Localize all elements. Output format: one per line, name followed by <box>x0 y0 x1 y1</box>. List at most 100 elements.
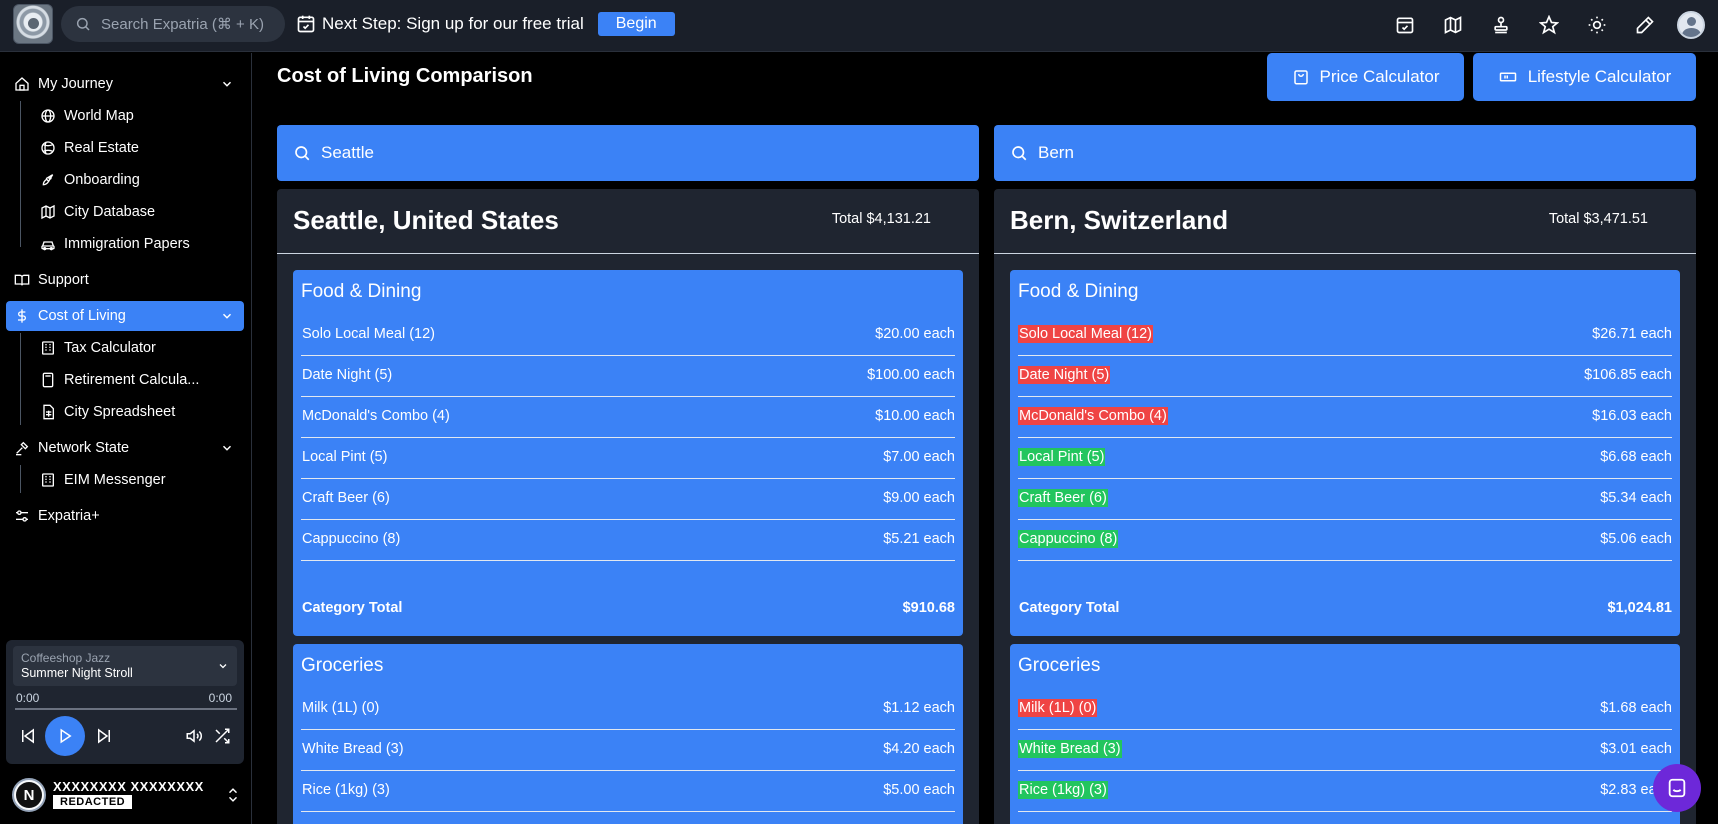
line-item-label: Milk (1L) (0) <box>302 700 380 716</box>
line-item-row: Cappuccino (8) $5.06 each <box>1018 516 1672 561</box>
sidebar-item-cost-of-living[interactable]: Cost of Living <box>6 301 244 331</box>
line-item-label: Rice (1kg) (3) <box>302 782 390 798</box>
top-toolbar <box>1369 0 1718 50</box>
book-open-icon <box>14 272 30 288</box>
line-item-label: Craft Beer (6) <box>1018 489 1108 507</box>
sidebar-item-world-map[interactable]: World Map <box>40 102 240 130</box>
user-name: XXXXXXXX XXXXXXXX <box>53 779 204 794</box>
line-item-price: $26.71 each <box>1592 326 1672 342</box>
volume-icon[interactable] <box>184 726 204 746</box>
line-item-price: $3.01 each <box>1600 741 1672 757</box>
stamp-icon[interactable] <box>1489 13 1513 37</box>
sidebar-item-expatria-plus[interactable]: Expatria+ <box>6 501 244 531</box>
global-search-input[interactable]: Search Expatria (⌘ + K) <box>61 6 285 42</box>
line-item-row: McDonald's Combo (4) $10.00 each <box>301 393 955 438</box>
play-button[interactable] <box>45 716 85 756</box>
category-total-label: Category Total <box>1019 600 1120 616</box>
star-icon[interactable] <box>1537 13 1561 37</box>
chat-icon <box>1668 778 1686 798</box>
sidebar-item-city-spreadsheet[interactable]: City Spreadsheet <box>40 398 240 426</box>
line-item-label: Local Pint (5) <box>1018 448 1106 466</box>
line-item-label: McDonald's Combo (4) <box>1018 407 1168 425</box>
sidebar-item-label: Network State <box>38 440 130 456</box>
user-account[interactable]: N XXXXXXXX XXXXXXXX REDACTED <box>12 776 244 814</box>
globe-icon <box>40 108 56 124</box>
line-item-label: Solo Local Meal (12) <box>302 326 435 342</box>
track-selector[interactable]: Coffeeshop Jazz Summer Night Stroll <box>13 646 237 686</box>
rocket-icon <box>40 172 56 188</box>
sidebar-item-label: Onboarding <box>64 172 140 188</box>
city-search-input-left[interactable]: Seattle <box>277 125 979 181</box>
line-item-row: Craft Beer (6) $5.34 each <box>1018 475 1672 520</box>
sidebar-item-label: Real Estate <box>64 140 139 156</box>
calendar-check-icon[interactable] <box>1393 13 1417 37</box>
line-item-row: Rice (1kg) (3) $5.00 each <box>301 767 955 812</box>
category-title: Groceries <box>301 655 384 676</box>
line-item-label: McDonald's Combo (4) <box>302 408 450 424</box>
line-item-label: White Bread (3) <box>1018 740 1122 758</box>
line-item-row: McDonald's Combo (4) $16.03 each <box>1018 393 1672 438</box>
search-icon <box>76 17 90 31</box>
price-calculator-button[interactable]: Price Calculator <box>1267 53 1464 101</box>
line-item-row: Solo Local Meal (12) $26.71 each <box>1018 311 1672 356</box>
sidebar-item-retirement-calculator[interactable]: Retirement Calcula... <box>40 366 240 394</box>
previous-track-icon[interactable] <box>18 726 38 746</box>
user-avatar: N <box>12 778 46 812</box>
calendar-check-icon <box>297 15 315 33</box>
city-search-input-right[interactable]: Bern <box>994 125 1696 181</box>
track-genre: Coffeeshop Jazz <box>21 651 111 665</box>
food-dining-card: Food & Dining Category Total $1,024.81 S… <box>1010 270 1680 636</box>
category-total-row: Category Total $1,024.81 <box>1018 585 1672 630</box>
gavel-icon <box>14 440 30 456</box>
line-item-price: $10.00 each <box>875 408 955 424</box>
next-step-banner: Next Step: Sign up for our free trial Be… <box>296 10 675 38</box>
tree-line <box>20 465 21 493</box>
map-icon[interactable] <box>1441 13 1465 37</box>
sidebar-item-label: My Journey <box>38 76 113 92</box>
line-item-row: Local Pint (5) $6.68 each <box>1018 434 1672 479</box>
line-item-price: $16.03 each <box>1592 408 1672 424</box>
line-item-price: $5.06 each <box>1600 531 1672 547</box>
line-item-price: $106.85 each <box>1584 367 1672 383</box>
category-title: Groceries <box>1018 655 1101 676</box>
calculator-icon <box>40 372 56 388</box>
track-title: Summer Night Stroll <box>21 666 133 680</box>
line-item-label: White Bread (3) <box>302 741 404 757</box>
sidebar-item-label: Support <box>38 272 89 288</box>
sidebar-item-onboarding[interactable]: Onboarding <box>40 166 240 194</box>
category-total-row: Category Total $910.68 <box>301 585 955 630</box>
line-item-label: Cappuccino (8) <box>302 531 401 547</box>
page-title: Cost of Living Comparison <box>277 65 533 87</box>
line-item-price: $7.00 each <box>883 449 955 465</box>
line-item-price: $5.21 each <box>883 531 955 547</box>
shuffle-icon[interactable] <box>212 726 232 746</box>
line-item-row: Local Pint (5) $7.00 each <box>301 434 955 479</box>
map-icon <box>40 204 56 220</box>
profile-avatar[interactable] <box>1677 11 1705 39</box>
sidebar-item-immigration-papers[interactable]: Immigration Papers <box>40 230 240 258</box>
pencil-icon[interactable] <box>1633 13 1657 37</box>
chat-button[interactable] <box>1653 764 1701 812</box>
sidebar-item-my-journey[interactable]: My Journey <box>6 69 244 99</box>
expatria-logo[interactable] <box>13 4 53 44</box>
search-icon <box>295 146 310 161</box>
progress-bar[interactable] <box>15 708 237 710</box>
line-item-row: Rice (1kg) (3) $2.83 each <box>1018 767 1672 812</box>
sidebar-item-network-state[interactable]: Network State <box>6 433 244 463</box>
begin-button[interactable]: Begin <box>597 12 675 36</box>
sidebar-item-support[interactable]: Support <box>6 265 244 295</box>
sidebar-item-label: City Spreadsheet <box>64 404 176 420</box>
building-icon <box>40 472 56 488</box>
line-item-row: Cappuccino (8) $5.21 each <box>301 516 955 561</box>
sun-icon[interactable] <box>1585 13 1609 37</box>
home-icon <box>14 76 30 92</box>
sidebar-item-city-database[interactable]: City Database <box>40 198 240 226</box>
sidebar-item-tax-calculator[interactable]: Tax Calculator <box>40 334 240 362</box>
line-item-price: $9.00 each <box>883 490 955 506</box>
sidebar-item-eim-messenger[interactable]: EIM Messenger <box>40 466 240 494</box>
category-total-label: Category Total <box>302 600 403 616</box>
line-item-price: $5.34 each <box>1600 490 1672 506</box>
lifestyle-calculator-button[interactable]: Lifestyle Calculator <box>1473 53 1696 101</box>
next-track-icon[interactable] <box>94 726 114 746</box>
sidebar-item-real-estate[interactable]: Real Estate <box>40 134 240 162</box>
